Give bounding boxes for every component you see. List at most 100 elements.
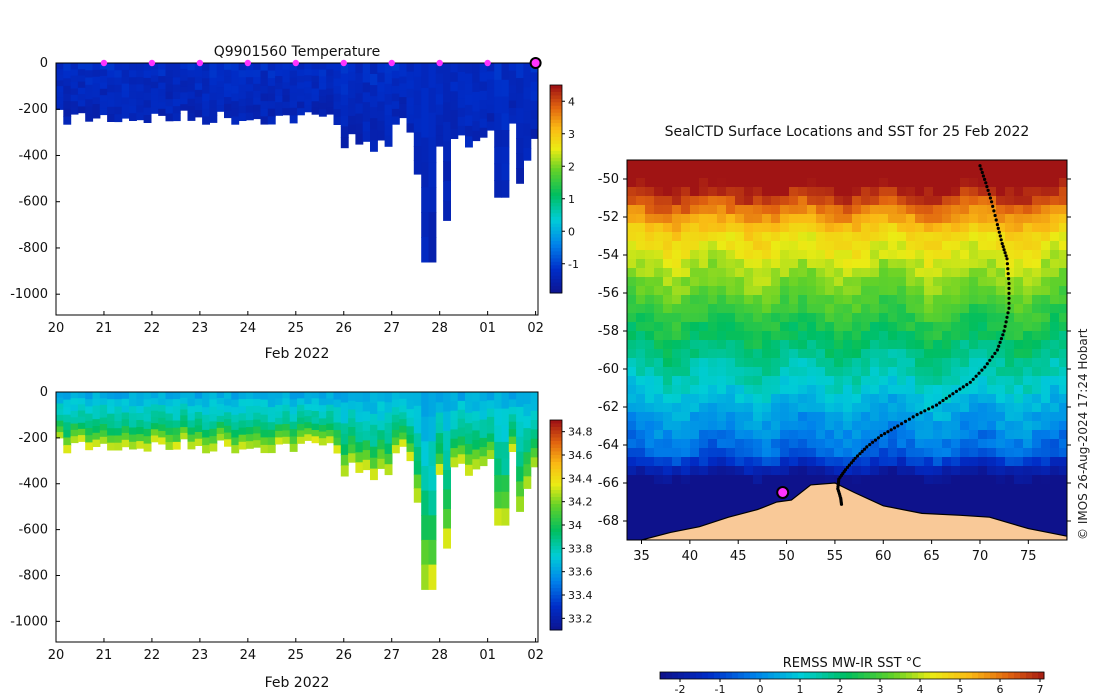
sst-cell — [987, 304, 997, 314]
sst-cell — [915, 475, 925, 485]
colorbar-swatch — [550, 472, 562, 477]
sst-cell — [717, 214, 727, 224]
sst-cell — [762, 430, 772, 440]
profile-cell — [399, 69, 408, 78]
sst-cell — [861, 439, 871, 449]
profile-cell — [450, 438, 459, 449]
sst-cell — [969, 259, 979, 269]
sst-cell — [753, 232, 763, 242]
sst-colorbar-tick-label: 6 — [997, 683, 1004, 696]
sst-cell — [789, 214, 799, 224]
profile-cell — [377, 411, 386, 422]
colorbar-swatch — [550, 164, 562, 169]
colorbar-swatch — [550, 581, 562, 585]
profile-cell — [245, 105, 254, 114]
sst-cell — [708, 493, 718, 503]
sst-cell — [924, 286, 934, 296]
profile-cell — [253, 97, 262, 106]
sst-cell — [780, 412, 790, 422]
sst-cell — [861, 448, 871, 458]
profile-cell — [63, 429, 72, 439]
profile-cell — [406, 426, 415, 436]
profile-cell — [92, 439, 101, 447]
sst-cell — [897, 214, 907, 224]
profile-cell — [516, 421, 524, 438]
sst-cell — [1059, 376, 1067, 386]
sst-cell — [897, 196, 907, 206]
sst-cell — [951, 187, 961, 197]
sst-cell — [627, 304, 637, 314]
profile-cell — [508, 414, 517, 423]
profile-cell — [311, 436, 320, 444]
sst-cell — [1014, 169, 1024, 179]
colorbar-swatch — [550, 272, 562, 277]
sst-cell — [636, 430, 646, 440]
sst-cell — [834, 232, 844, 242]
sst-cell — [1005, 205, 1015, 215]
day-marker — [196, 59, 204, 67]
profile-cell — [435, 464, 444, 475]
sst-cell — [888, 169, 898, 179]
sst-cell — [924, 349, 934, 359]
sst-cell — [960, 403, 970, 413]
profile-cell — [421, 187, 430, 213]
profile-cell — [172, 106, 181, 114]
y-tick-label: -400 — [18, 477, 48, 492]
sst-cell — [699, 331, 709, 341]
profile-cell — [136, 77, 145, 85]
sst-cell — [861, 358, 871, 368]
day-marker — [388, 59, 395, 67]
sst-cell — [843, 331, 853, 341]
sst-cell — [699, 511, 709, 521]
sst-cell — [879, 331, 889, 341]
profile-cell — [494, 130, 503, 148]
sst-colorbar-tick-label: 1 — [797, 683, 804, 696]
sst-cell — [834, 376, 844, 386]
sst-cell — [1023, 214, 1033, 224]
sst-cell — [789, 484, 799, 494]
sst-cell — [672, 367, 682, 377]
sst-cell — [879, 457, 889, 467]
sst-cell — [681, 412, 691, 422]
profile-cell — [501, 79, 510, 98]
sst-cell — [933, 331, 943, 341]
profile-cell — [245, 399, 254, 407]
profile-cell — [318, 438, 327, 446]
sst-cell — [708, 412, 718, 422]
sst-cell — [807, 286, 817, 296]
sst-cell — [870, 484, 880, 494]
sst-cell — [1050, 313, 1060, 323]
sst-cell — [870, 241, 880, 251]
profile-cell — [421, 515, 430, 541]
profile-cell — [245, 98, 254, 107]
sst-cell — [960, 430, 970, 440]
sst-cell — [762, 322, 772, 332]
sst-cell — [906, 403, 916, 413]
sst-cell — [744, 169, 754, 179]
profile-cell — [180, 98, 189, 105]
sst-cell — [1032, 376, 1042, 386]
profile-cell — [479, 63, 488, 73]
sst-cell — [636, 268, 646, 278]
sst-cell — [915, 169, 925, 179]
profile-cell — [245, 91, 254, 99]
sst-cell — [1023, 421, 1033, 431]
profile-cell — [187, 106, 196, 114]
sst-cell — [951, 250, 961, 260]
sst-cell — [960, 286, 970, 296]
profile-cell — [165, 70, 174, 78]
sst-cell — [951, 466, 961, 476]
sst-cell — [924, 160, 934, 170]
profile-cell — [165, 113, 174, 122]
sst-cell — [681, 322, 691, 332]
sst-cell — [636, 313, 646, 323]
profile-cell — [435, 422, 444, 434]
sst-cell — [753, 214, 763, 224]
profile-cell — [202, 93, 210, 102]
sst-cell — [861, 223, 871, 233]
profile-cell — [143, 436, 152, 445]
sst-cell — [1032, 394, 1042, 404]
sst-cell — [978, 475, 988, 485]
sst-cell — [816, 250, 826, 260]
sst-cell — [663, 178, 673, 188]
